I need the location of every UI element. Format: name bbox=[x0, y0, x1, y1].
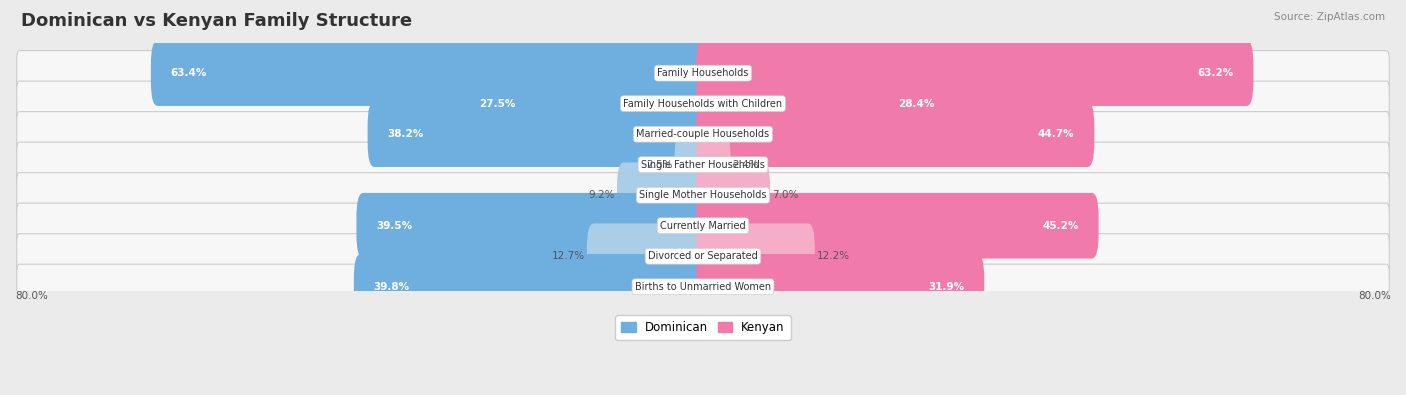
FancyBboxPatch shape bbox=[696, 224, 815, 289]
Text: Currently Married: Currently Married bbox=[661, 221, 745, 231]
Text: 80.0%: 80.0% bbox=[1358, 292, 1391, 301]
Text: 63.4%: 63.4% bbox=[170, 68, 207, 78]
Text: Family Households with Children: Family Households with Children bbox=[623, 99, 783, 109]
Text: Single Mother Households: Single Mother Households bbox=[640, 190, 766, 200]
Text: 44.7%: 44.7% bbox=[1038, 129, 1074, 139]
FancyBboxPatch shape bbox=[460, 71, 710, 137]
Text: 2.5%: 2.5% bbox=[647, 160, 673, 170]
FancyBboxPatch shape bbox=[696, 71, 955, 137]
Text: 7.0%: 7.0% bbox=[772, 190, 799, 200]
Text: 12.7%: 12.7% bbox=[553, 251, 585, 261]
Text: Single Father Households: Single Father Households bbox=[641, 160, 765, 170]
FancyBboxPatch shape bbox=[17, 173, 1389, 218]
FancyBboxPatch shape bbox=[696, 132, 731, 198]
Text: Dominican vs Kenyan Family Structure: Dominican vs Kenyan Family Structure bbox=[21, 12, 412, 30]
Text: 63.2%: 63.2% bbox=[1198, 68, 1233, 78]
Text: 9.2%: 9.2% bbox=[589, 190, 616, 200]
FancyBboxPatch shape bbox=[17, 234, 1389, 279]
FancyBboxPatch shape bbox=[617, 162, 710, 228]
FancyBboxPatch shape bbox=[150, 40, 710, 106]
Text: 39.5%: 39.5% bbox=[377, 221, 412, 231]
Text: Births to Unmarried Women: Births to Unmarried Women bbox=[636, 282, 770, 292]
FancyBboxPatch shape bbox=[17, 264, 1389, 309]
Text: 31.9%: 31.9% bbox=[928, 282, 965, 292]
FancyBboxPatch shape bbox=[696, 40, 1253, 106]
Text: 28.4%: 28.4% bbox=[898, 99, 935, 109]
Text: 39.8%: 39.8% bbox=[374, 282, 409, 292]
Text: Source: ZipAtlas.com: Source: ZipAtlas.com bbox=[1274, 12, 1385, 22]
FancyBboxPatch shape bbox=[17, 51, 1389, 96]
FancyBboxPatch shape bbox=[586, 224, 710, 289]
FancyBboxPatch shape bbox=[696, 162, 770, 228]
FancyBboxPatch shape bbox=[354, 254, 710, 320]
Text: 45.2%: 45.2% bbox=[1042, 221, 1078, 231]
FancyBboxPatch shape bbox=[696, 102, 1094, 167]
FancyBboxPatch shape bbox=[696, 193, 1098, 259]
Text: 27.5%: 27.5% bbox=[479, 99, 516, 109]
FancyBboxPatch shape bbox=[356, 193, 710, 259]
Text: 80.0%: 80.0% bbox=[15, 292, 48, 301]
Text: 2.4%: 2.4% bbox=[733, 160, 759, 170]
FancyBboxPatch shape bbox=[696, 254, 984, 320]
Text: 12.2%: 12.2% bbox=[817, 251, 849, 261]
Legend: Dominican, Kenyan: Dominican, Kenyan bbox=[616, 315, 790, 340]
Text: Divorced or Separated: Divorced or Separated bbox=[648, 251, 758, 261]
Text: Family Households: Family Households bbox=[658, 68, 748, 78]
FancyBboxPatch shape bbox=[675, 132, 710, 198]
FancyBboxPatch shape bbox=[17, 203, 1389, 248]
FancyBboxPatch shape bbox=[17, 81, 1389, 126]
Text: 38.2%: 38.2% bbox=[388, 129, 423, 139]
FancyBboxPatch shape bbox=[17, 142, 1389, 187]
Text: Married-couple Households: Married-couple Households bbox=[637, 129, 769, 139]
FancyBboxPatch shape bbox=[17, 112, 1389, 157]
FancyBboxPatch shape bbox=[367, 102, 710, 167]
